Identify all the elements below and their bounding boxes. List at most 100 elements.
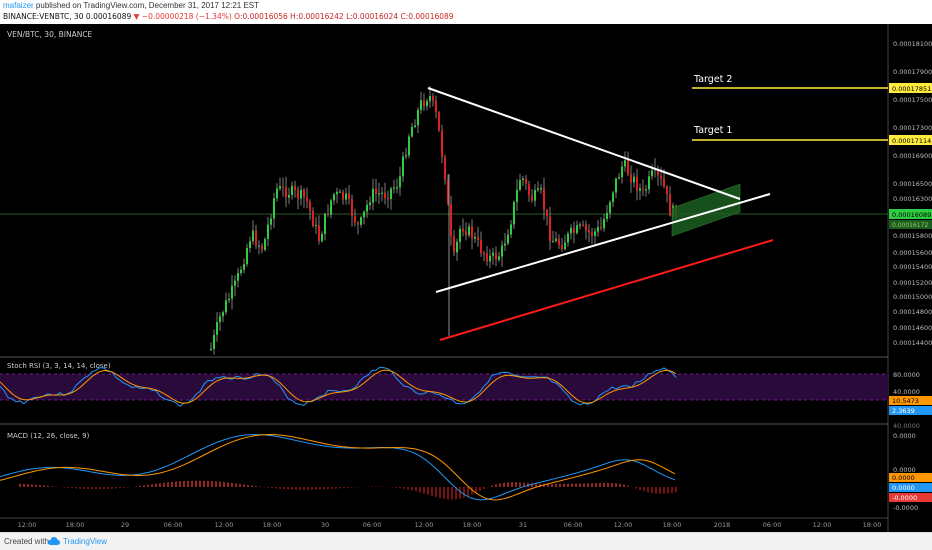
macd-title: MACD (12, 26, close, 9) (7, 432, 90, 440)
candle-body (291, 185, 293, 196)
macd-line (0, 433, 676, 501)
candle-body (243, 264, 245, 270)
candle-body (525, 178, 527, 184)
candle-body (228, 298, 230, 301)
candle-body (483, 253, 485, 255)
rsi-title: Stoch RSI (3, 3, 14, 14, close) (7, 362, 111, 370)
candle-body (579, 224, 581, 226)
candle-body (633, 176, 635, 183)
candle-body (642, 188, 644, 190)
macd-val1-badge (889, 473, 932, 482)
candle-body (495, 252, 497, 260)
price-tick: 0.00017300 (893, 124, 932, 132)
candle-body (255, 230, 257, 246)
candle-body (270, 218, 272, 225)
candle-body (639, 188, 641, 191)
macd-pane: MACD (12, 26, close, 9) 0.0000 0.0000 0.… (0, 423, 932, 512)
candle-body (423, 100, 425, 106)
candle-body (432, 95, 434, 101)
candle-body (312, 210, 314, 227)
candle-body (336, 191, 338, 195)
macd-val1: 0.0000 (892, 474, 915, 482)
rsi-val1: 10.5473 (892, 397, 919, 405)
candle-body (354, 216, 356, 223)
candle-body (630, 174, 632, 183)
time-tick: 18:00 (663, 521, 682, 529)
candle-body (261, 245, 263, 250)
candle-body (399, 176, 401, 188)
price-tick: 0.00015400 (893, 263, 932, 271)
candle-body (234, 280, 236, 286)
candle-body (540, 188, 542, 190)
target2-label: Target 2 (693, 74, 732, 85)
author-link[interactable]: mafaizer (3, 1, 34, 10)
price-tick: 0.00015000 (893, 293, 932, 301)
price-tick: 0.00015200 (893, 279, 932, 287)
candle-body (570, 227, 572, 234)
time-tick: 31 (519, 521, 527, 529)
time-tick: 2018 (714, 521, 731, 529)
target2-price: 0.00017851 (892, 85, 931, 93)
publish-line: mafaizer published on TradingView.com, D… (3, 1, 259, 10)
candle-body (339, 191, 341, 193)
candle-body (219, 316, 221, 323)
candle-body (333, 194, 335, 201)
candle-body (351, 199, 353, 217)
candle-body (321, 233, 323, 242)
candle-body (600, 227, 602, 229)
candle-body (318, 224, 320, 242)
candle-body (240, 269, 242, 273)
time-axis: 12:00 18:00 29 06:00 12:00 18:00 30 06:00 12:00 1… (0, 517, 888, 529)
price-change: ▼ −0.00000218 (−1.34%) (133, 12, 232, 21)
price-tick: 0.00014600 (893, 324, 932, 332)
chart-canvas[interactable]: VEN/BTC, 30, BINANCE Target 2 Target 1 0… (0, 24, 932, 532)
candle-body (441, 130, 443, 157)
candle-body (273, 198, 275, 219)
candle-body (213, 334, 215, 349)
candle-body (258, 245, 260, 247)
macd-val3-badge (889, 493, 932, 502)
candle-body (492, 252, 494, 256)
red-support-line (439, 239, 774, 341)
time-tick: 18:00 (66, 521, 85, 529)
tradingview-brand-link[interactable]: TradingView (63, 537, 108, 546)
price-tick-labels: 0.00018100 0.00017900 0.00017500 0.00017300… (893, 40, 932, 347)
candle-body (606, 212, 608, 219)
candle-body (564, 242, 566, 250)
time-tick: 12:00 (415, 521, 434, 529)
candle-body (429, 95, 431, 102)
candle-body (390, 188, 392, 200)
candle-body (405, 155, 407, 157)
candle-body (366, 204, 368, 212)
macd-histogram (19, 480, 677, 500)
candle-body (306, 197, 308, 202)
chart-area[interactable]: VEN/BTC, 30, BINANCE Target 2 Target 1 0… (0, 24, 932, 532)
candle-body (462, 228, 464, 232)
time-tick: 06:00 (164, 521, 183, 529)
candle-body (288, 195, 290, 198)
candle-body (555, 238, 557, 241)
time-tick: 29 (121, 521, 129, 529)
candle-body (573, 227, 575, 233)
time-tick: 30 (321, 521, 329, 529)
symbol-line: BINANCE:VENBTC, 30 0.00016089 ▼ −0.00000… (3, 12, 454, 21)
macd-tick-top: 0.0000 (893, 432, 916, 440)
candle-body (387, 198, 389, 200)
price-tick: 0.00016900 (893, 152, 932, 160)
target2-price-badge (889, 83, 932, 93)
candle-body (552, 240, 554, 243)
candle-body (522, 178, 524, 181)
candle-body (561, 244, 563, 250)
price-tick: 0.00014800 (893, 308, 932, 316)
macd-tick-bottom: -0.0000 (893, 504, 918, 512)
candle-body (267, 224, 269, 240)
candle-body (249, 241, 251, 248)
candle-body (282, 186, 284, 188)
signal-line (0, 433, 676, 501)
candle-body (453, 236, 455, 253)
rsi-tick-80: 80.0000 (893, 371, 920, 379)
lower-trendline (435, 193, 771, 293)
candle-body (636, 176, 638, 191)
candle-body (504, 243, 506, 246)
chart-header: mafaizer published on TradingView.com, D… (0, 0, 932, 24)
